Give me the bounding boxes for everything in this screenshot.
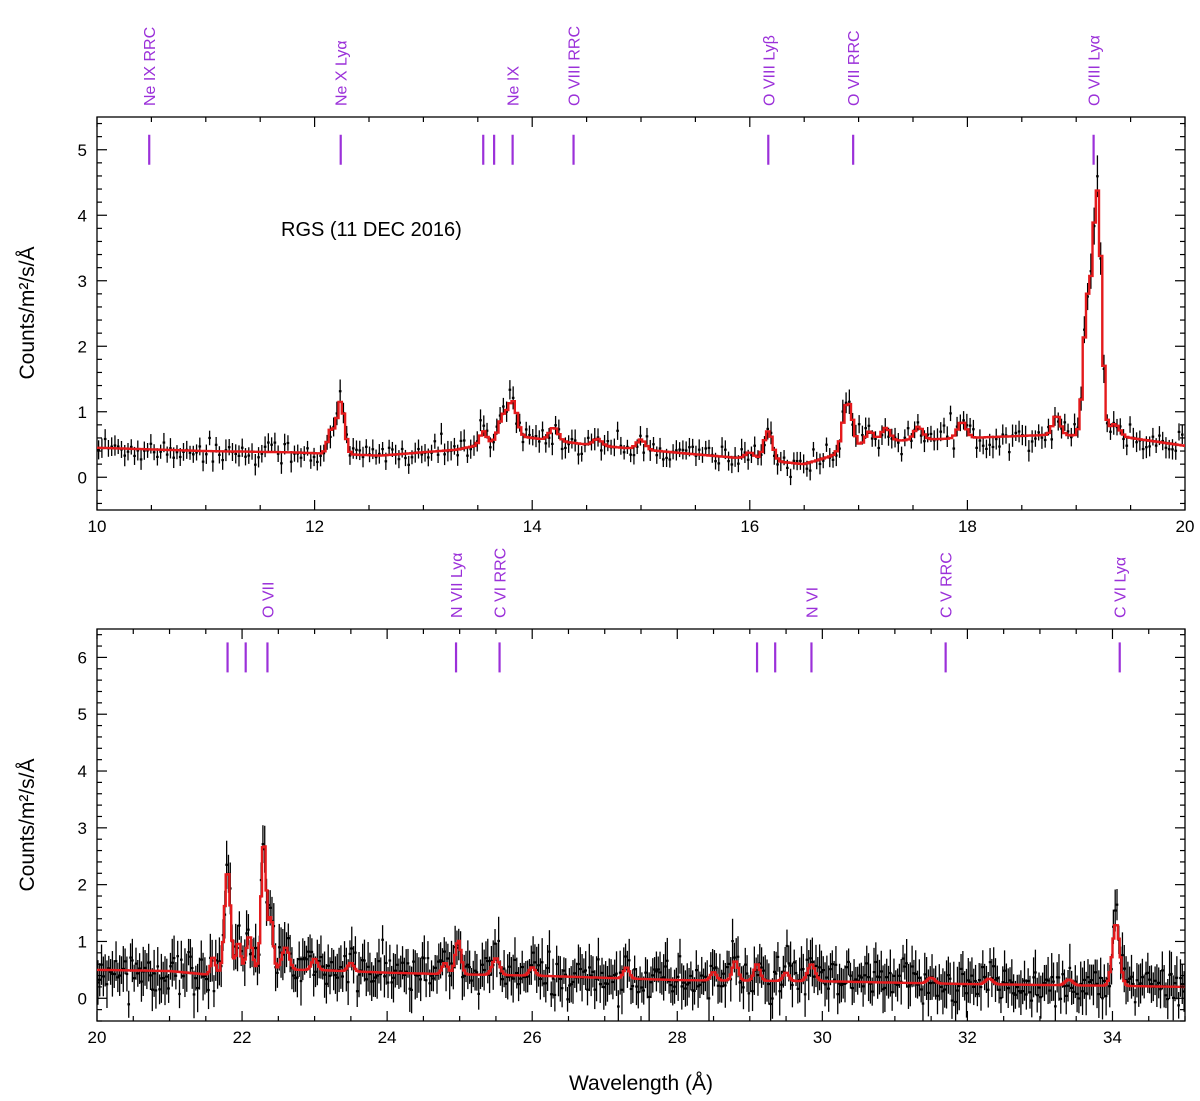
y-tick-label: 5 bbox=[78, 141, 87, 160]
y-tick-label: 4 bbox=[78, 762, 87, 781]
x-tick-label: 26 bbox=[523, 1028, 542, 1047]
x-tick-label: 24 bbox=[378, 1028, 397, 1047]
x-tick-label: 34 bbox=[1103, 1028, 1122, 1047]
x-tick-label: 20 bbox=[88, 1028, 107, 1047]
line-label: N VII Lyα bbox=[449, 552, 466, 618]
y-tick-label: 1 bbox=[78, 932, 87, 951]
y-tick-label: 2 bbox=[78, 876, 87, 895]
line-label: O VII RRC bbox=[846, 30, 863, 106]
x-tick-label: 18 bbox=[958, 517, 977, 536]
x-tick-label: 22 bbox=[233, 1028, 252, 1047]
line-label: C V RRC bbox=[939, 552, 956, 618]
line-label: O VII bbox=[261, 582, 278, 618]
plot-content bbox=[97, 825, 1185, 1021]
x-tick-label: 10 bbox=[88, 517, 107, 536]
line-label: N VI bbox=[805, 587, 822, 618]
model-curve bbox=[97, 845, 1185, 989]
line-label: Ne X Lyα bbox=[334, 40, 351, 106]
model-curve bbox=[97, 189, 1185, 466]
line-identifications: Ne IX RRC Ne X Lyα Ne IX O VIII RRC O VIII L… bbox=[142, 26, 1104, 165]
line-label: O VIII Lyα bbox=[1087, 35, 1104, 106]
plot-content bbox=[97, 155, 1185, 486]
y-tick-label: 2 bbox=[78, 337, 87, 356]
data-points bbox=[97, 155, 1184, 486]
x-tick-label: 12 bbox=[305, 517, 324, 536]
panel-top-ylabel: Counts/m²/s/Å bbox=[16, 246, 39, 379]
x-tick-label: 28 bbox=[668, 1028, 687, 1047]
panel-top-annotation: RGS (11 DEC 2016) bbox=[281, 219, 462, 241]
y-tick-label: 6 bbox=[78, 648, 87, 667]
x-tick-label: 32 bbox=[958, 1028, 977, 1047]
panel-bottom-frame bbox=[96, 628, 1186, 1022]
line-label: Ne IX RRC bbox=[142, 27, 159, 106]
line-label: C VI RRC bbox=[493, 548, 510, 618]
panel-bottom-ylabel: Counts/m²/s/Å bbox=[16, 758, 39, 891]
x-tick-label: 16 bbox=[740, 517, 759, 536]
y-tick-label: 4 bbox=[78, 206, 87, 225]
y-tick-label: 3 bbox=[78, 272, 87, 291]
line-label: O VIII RRC bbox=[567, 26, 584, 106]
line-label: C VI Lyα bbox=[1113, 557, 1130, 618]
y-tick-label: 5 bbox=[78, 705, 87, 724]
y-tick-label: 1 bbox=[78, 403, 87, 422]
line-label: Ne IX bbox=[506, 66, 523, 106]
y-tick-label: 3 bbox=[78, 819, 87, 838]
line-label: O VIII Lyβ bbox=[761, 35, 778, 106]
y-tick-label: 0 bbox=[78, 989, 87, 1008]
x-tick-label: 20 bbox=[1176, 517, 1195, 536]
x-tick-label: 30 bbox=[813, 1028, 832, 1047]
x-tick-label: 14 bbox=[523, 517, 542, 536]
y-tick-label: 0 bbox=[78, 468, 87, 487]
panel-bottom-xlabel: Wavelength (Å) bbox=[569, 1072, 713, 1095]
line-identifications: O VII N VII Lyα C VI RRC N VI C V RRC C VI Ly… bbox=[226, 548, 1130, 673]
